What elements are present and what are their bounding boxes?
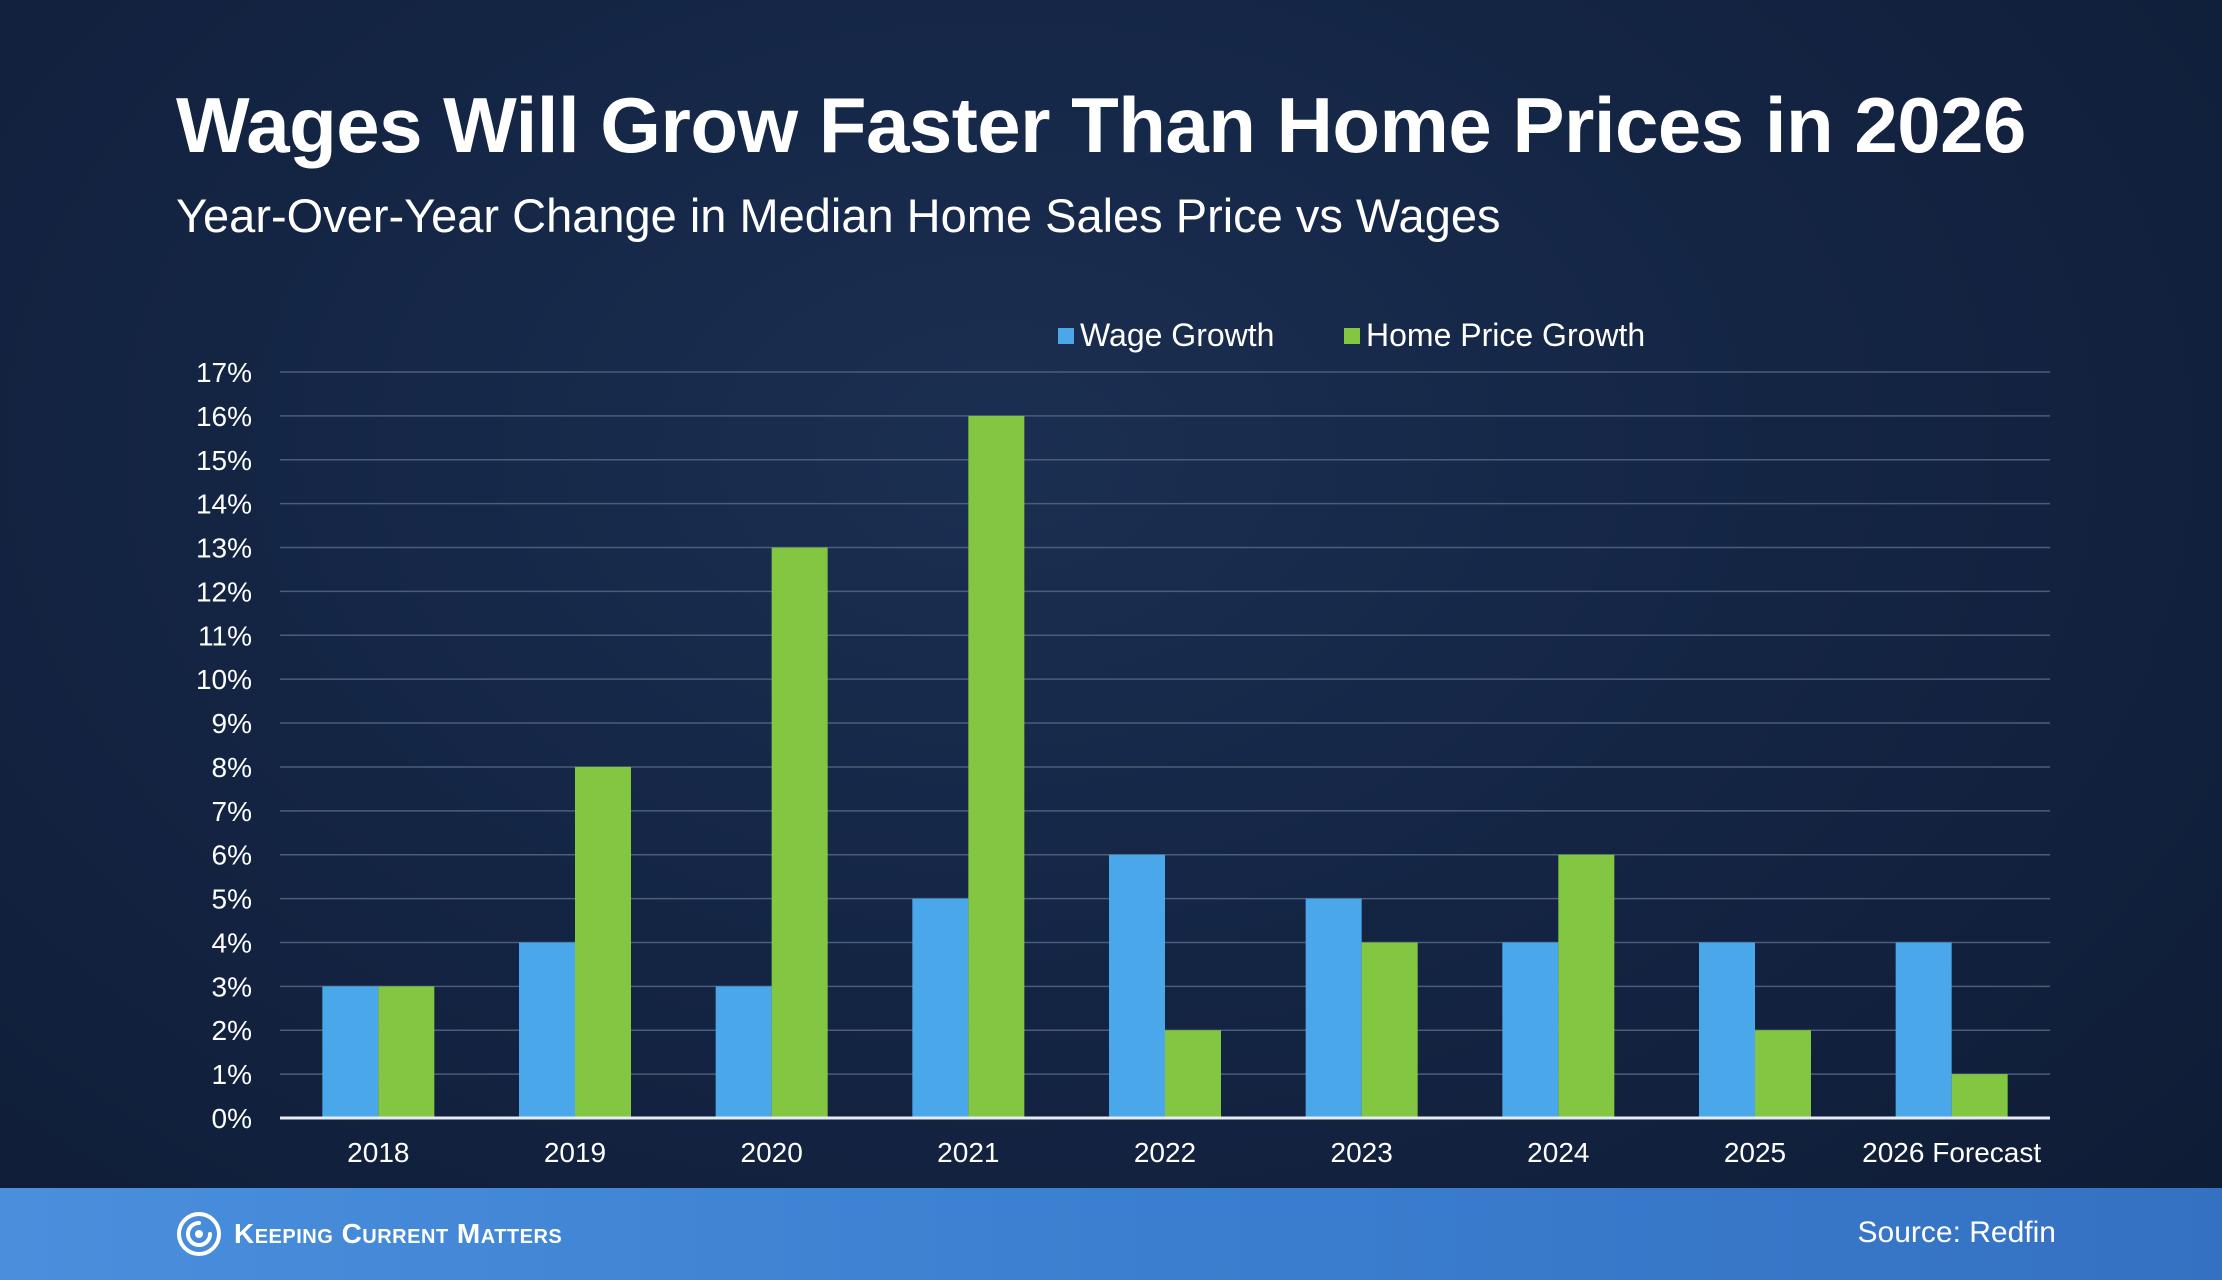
- y-tick-label: 12%: [196, 576, 252, 607]
- x-tick-label: 2021: [937, 1137, 999, 1168]
- legend-label-home: Home Price Growth: [1366, 317, 1645, 353]
- y-tick-label: 0%: [212, 1103, 252, 1134]
- x-tick-label: 2023: [1331, 1137, 1393, 1168]
- wage-growth-bar: [1895, 942, 1952, 1118]
- wage-growth-bar: [1305, 898, 1362, 1118]
- brand-name: Keeping Current Matters: [234, 1218, 563, 1249]
- home-price-growth-bar: [1951, 1074, 2008, 1118]
- source-note: Source: Redfin: [1857, 1216, 2056, 1249]
- home-price-growth-bar: [968, 415, 1025, 1119]
- y-tick-label: 17%: [196, 357, 252, 388]
- y-tick-label: 16%: [196, 401, 252, 432]
- y-tick-label: 8%: [212, 752, 252, 783]
- y-tick-label: 14%: [196, 489, 252, 520]
- y-tick-label: 4%: [212, 927, 252, 958]
- legend-swatch-wage: [1058, 328, 1074, 344]
- x-tick-label: 2024: [1527, 1137, 1589, 1168]
- y-tick-label: 11%: [198, 620, 252, 651]
- y-tick-label: 2%: [212, 1015, 252, 1046]
- page-subtitle: Year-Over-Year Change in Median Home Sal…: [176, 189, 1501, 242]
- kcm-logo-icon: [177, 1212, 221, 1256]
- y-tick-label: 15%: [196, 445, 252, 476]
- home-price-growth-bar: [575, 766, 631, 1118]
- legend-label-wage: Wage Growth: [1080, 317, 1274, 353]
- home-price-growth-bar: [378, 986, 435, 1118]
- home-price-growth-bar: [1165, 1030, 1221, 1118]
- y-tick-label: 6%: [212, 840, 252, 871]
- x-tick-label: 2019: [544, 1137, 606, 1168]
- wage-growth-bar: [912, 898, 969, 1118]
- home-price-growth-bar: [1558, 854, 1615, 1118]
- wage-growth-bar: [1699, 942, 1755, 1118]
- brand: Keeping Current Matters: [176, 1209, 562, 1259]
- bar-chart: 0% 1% 2% 3% 4% 5% 6% 7% 8% 9% 10% 11% 12% 13% 14% 15% 16…: [196, 317, 2050, 1168]
- wage-growth-bar: [519, 942, 575, 1118]
- wage-growth-bar: [715, 986, 772, 1118]
- x-tick-label: 2018: [347, 1137, 409, 1168]
- legend-swatch-home: [1344, 328, 1360, 344]
- home-price-growth-bar: [1361, 942, 1418, 1118]
- footer-bar: Keeping Current Matters Source: Redfin: [0, 1188, 2222, 1280]
- wage-growth-bar: [1109, 854, 1165, 1118]
- x-tick-label: 2026 Forecast: [1862, 1137, 2041, 1168]
- y-tick-label: 9%: [212, 708, 252, 739]
- y-tick-label: 3%: [212, 971, 252, 1002]
- home-price-growth-bar: [771, 547, 828, 1118]
- page-title: Wages Will Grow Faster Than Home Prices …: [176, 81, 2026, 169]
- x-tick-label: 2020: [741, 1137, 803, 1168]
- x-tick-label: 2025: [1724, 1137, 1786, 1168]
- home-price-growth-bar: [1755, 1030, 1811, 1118]
- wage-growth-bar: [1502, 942, 1559, 1118]
- y-tick-label: 13%: [196, 533, 252, 564]
- x-tick-label: 2022: [1134, 1137, 1196, 1168]
- y-tick-label: 1%: [212, 1059, 252, 1090]
- y-tick-label: 5%: [212, 884, 252, 915]
- y-tick-label: 7%: [212, 796, 252, 827]
- wage-growth-bar: [322, 986, 379, 1118]
- y-tick-label: 10%: [196, 664, 252, 695]
